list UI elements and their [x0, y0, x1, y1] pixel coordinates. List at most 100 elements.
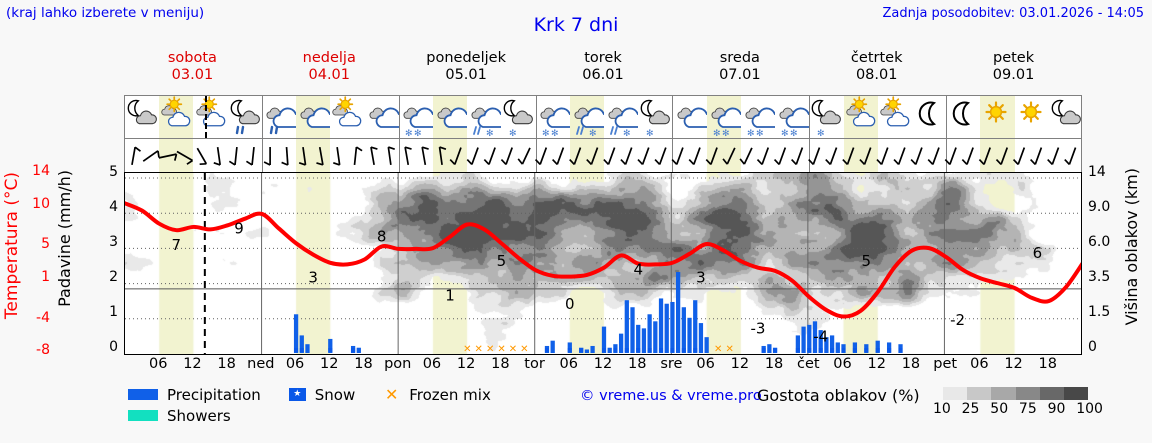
x-tick-čet-19: čet: [796, 356, 820, 372]
x-tick-06-24: 06: [970, 356, 989, 372]
precip-tick-5: 0: [109, 339, 118, 355]
cloud-tick-4: 1.5: [1088, 304, 1111, 320]
cloud-icon: [365, 96, 399, 138]
day-date: 05.01: [445, 67, 487, 83]
legend-showers-label: Showers: [167, 406, 231, 425]
cloud-snow-icon: ✻ ✻: [775, 96, 810, 138]
svg-text:✻: ✻: [623, 129, 631, 138]
wind-day-divider-4: [672, 139, 674, 172]
precip-bar-38: [818, 330, 823, 353]
snow-marker-1: [613, 348, 618, 352]
precip-bar-13: [607, 347, 612, 353]
legend-frozen-mix-label: Frozen mix: [409, 385, 491, 404]
temperature-label-3: 8: [377, 228, 387, 246]
snow-marker-26: [567, 348, 572, 352]
moon-cloud-snow-icon: ✻: [501, 96, 535, 138]
precip-bar-45: [875, 340, 880, 353]
cloud-rain-snow-icon: ✻: [467, 96, 502, 138]
cloud-density-layer: [125, 173, 1081, 354]
temperature-label-4: 1: [445, 287, 455, 305]
moon-cloud-snow-icon: ✻: [638, 96, 672, 138]
x-tick-06-20: 06: [833, 356, 852, 372]
x-tick-18-14: 18: [627, 356, 647, 372]
snow-marker-4: [647, 348, 652, 352]
precip-bar-27: [687, 317, 692, 353]
precip-bar-40: [829, 335, 835, 353]
snow-marker-2: [624, 348, 629, 352]
precip-bar-15: [618, 333, 624, 353]
precip-bar-22: [658, 298, 664, 353]
svg-text:✕: ✕: [520, 344, 528, 354]
cloud-tick-0: 14: [1088, 164, 1106, 180]
x-tick-06-0: 06: [148, 356, 168, 372]
snow-marker-19: [887, 348, 892, 352]
snow-marker-17: [864, 348, 869, 352]
x-tick-12-5: 12: [320, 356, 339, 372]
cloud-scale-label-4: 90: [1047, 401, 1066, 417]
temperature-label-7: 4: [633, 260, 643, 278]
x-tick-12-25: 12: [1004, 356, 1023, 372]
precip-bar-23: [664, 303, 669, 353]
x-tick-18-6: 18: [354, 356, 373, 372]
wind-daylight-shade-2: [432, 139, 468, 172]
legend-row-2: Showers: [128, 405, 519, 426]
precip-bar-5: [356, 347, 361, 353]
wind-daylight-shade-1: [296, 139, 331, 172]
precip-bar-28: [693, 300, 698, 353]
x-tick-18-26: 18: [1038, 356, 1058, 372]
copyright-link[interactable]: © vreme.us & vreme.pro: [580, 388, 762, 404]
day-header-0: sobota 03.01: [124, 50, 261, 95]
cloud-scale-block-3: [1015, 387, 1040, 400]
temperature-label-0: 7: [172, 236, 182, 254]
temperature-label-8: 3: [696, 268, 706, 286]
day-name: sreda: [719, 50, 760, 66]
snow-marker-23: [328, 348, 333, 352]
cloud-snow-icon: ✻ ✻: [536, 96, 570, 138]
temperature-label-9: -3: [750, 319, 765, 337]
temperature-tick-4: -4: [36, 309, 50, 326]
snow-marker-22: [299, 348, 304, 352]
svg-text:✻: ✻: [646, 129, 654, 138]
precip-bar-36: [807, 324, 812, 353]
day-name: nedelja: [302, 50, 356, 66]
cloud-scale-block-5: [1063, 387, 1089, 400]
wind-daylight-shade-3: [569, 139, 604, 172]
cloud-scale-label-1: 25: [961, 401, 980, 417]
precip-bar-46: [886, 342, 892, 353]
snow-marker-5: [659, 348, 664, 352]
x-tick-06-12: 06: [559, 356, 579, 372]
precip-bar-29: [698, 323, 704, 353]
moon-cloud-snow-icon: ✻: [809, 96, 843, 138]
legend-precipitation-label: Precipitation: [167, 385, 261, 404]
day-date: 04.01: [308, 67, 351, 83]
frozen-mix-icon: ✕: [385, 385, 399, 404]
temperature-tick-0: 14: [32, 163, 50, 179]
cloud-scale-block-1: [967, 387, 992, 400]
snow-marker-11: [795, 348, 800, 352]
temperature-label-12: -2: [950, 311, 965, 329]
temperature-label-2: 3: [308, 268, 318, 286]
precip-tick-0: 5: [109, 164, 118, 180]
precip-tick-4: 1: [109, 304, 118, 320]
cloud-density-colorbar: [943, 387, 1089, 400]
snow-marker-15: [841, 348, 846, 352]
x-tick-12-13: 12: [593, 356, 613, 372]
cloud-scale-label-5: 100: [1076, 401, 1103, 417]
snow-marker-27: [579, 348, 584, 352]
temperature-label-6: 0: [565, 295, 575, 313]
snow-marker-9: [761, 348, 766, 352]
weather-chart: ✕ ✕ ✕ ✕ ✕ ✕ ✕ ✕ 7 9 3 8 1 5 0 4 3 -3 -4 5 -2 6: [124, 172, 1082, 355]
x-tick-pet-23: pet: [933, 356, 958, 372]
day-date: 03.01: [171, 67, 214, 83]
temperature-curve: [125, 201, 1081, 319]
precip-bar-20: [647, 314, 652, 353]
day-header-3: torek 06.01: [535, 50, 672, 95]
cloud-tick-2: 6.0: [1088, 234, 1111, 250]
precip-bar-2: [305, 344, 310, 353]
cloud-snow-icon: ✻ ✻: [741, 96, 775, 138]
page-title: Krk 7 dni: [533, 14, 619, 36]
cloud-scale-block-4: [1039, 387, 1064, 400]
temperature-label-5: 5: [497, 252, 507, 270]
cloud-rain-snow-icon: ✻: [570, 96, 604, 138]
x-tick-ned-3: ned: [247, 356, 275, 372]
